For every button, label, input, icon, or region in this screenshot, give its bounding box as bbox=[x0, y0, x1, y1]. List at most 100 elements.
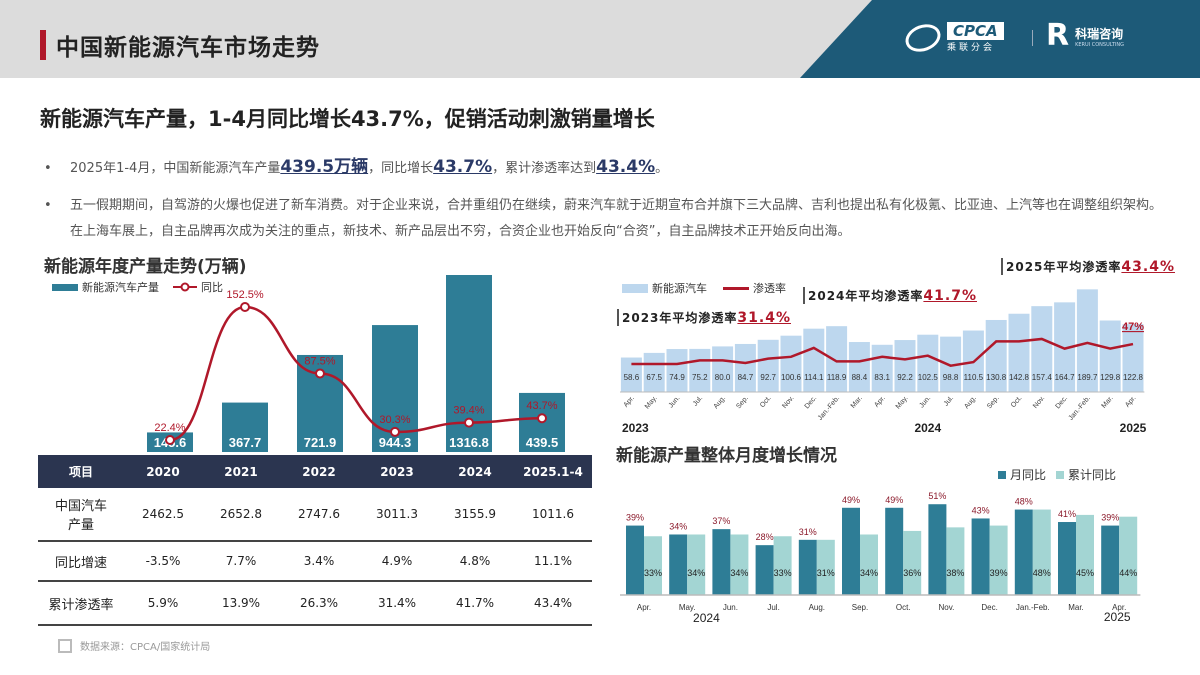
title-accent-bar bbox=[40, 30, 46, 60]
penetration-last-label: 47% bbox=[1122, 321, 1144, 333]
column-header: 2025.1-4 bbox=[514, 455, 592, 488]
column-header: 2024 bbox=[436, 455, 514, 488]
x-tick-label: Aug. bbox=[809, 603, 825, 612]
cpca-wordmark: CPCA bbox=[947, 22, 1004, 40]
table-row: 累计渗透率 5.9% 13.9% 26.3% 31.4% 41.7% 43.4% bbox=[38, 581, 592, 626]
annotation-text: 2024年平均渗透率 bbox=[808, 289, 924, 303]
monthly-yoy-label: 39% bbox=[1101, 513, 1119, 523]
table-cell: 31.4% bbox=[358, 581, 436, 626]
bar-value-label: 130.8 bbox=[986, 373, 1007, 382]
growth-chart-legend: 月同比 累计同比 bbox=[998, 466, 1116, 483]
cumulative-yoy-label: 34% bbox=[687, 568, 705, 578]
bar-22 bbox=[1122, 324, 1144, 392]
monthly-yoy-bar bbox=[885, 507, 904, 595]
highlight-growth: 43.7% bbox=[433, 157, 493, 177]
row-label: 中国汽车 产量 bbox=[38, 488, 124, 542]
bar-20 bbox=[1076, 289, 1098, 392]
monthly-yoy-label: 49% bbox=[885, 495, 903, 505]
x-tick-label: Apr. bbox=[637, 603, 651, 612]
x-tick-label: Jun. bbox=[723, 603, 738, 612]
bullet-2: • 五一假期期间，自驾游的火爆也促进了新车消费。对于企业来说，合并重组仍在继续，蔚… bbox=[44, 193, 1174, 245]
bullet-text: ，累计渗透率达到 bbox=[492, 161, 597, 176]
year-label: 2023 bbox=[622, 421, 649, 435]
kerui-name: 科瑞咨询 bbox=[1075, 26, 1124, 41]
annotation-2024: 2024年平均渗透率41.7% bbox=[803, 287, 977, 304]
bullet-text: 2025年1-4月，中国新能源汽车产量 bbox=[70, 161, 281, 176]
monthly-yoy-label: 31% bbox=[799, 527, 817, 537]
table-cell: 3155.9 bbox=[436, 488, 514, 542]
cumulative-yoy-label: 34% bbox=[730, 568, 748, 578]
monthly-yoy-bar bbox=[928, 504, 947, 595]
bullet-1: • 2025年1-4月，中国新能源汽车产量439.5万辆，同比增长43.7%，累计… bbox=[44, 157, 669, 177]
legend-swatch bbox=[52, 283, 78, 291]
source-text: 数据来源：CPCA/国家统计局 bbox=[80, 642, 211, 653]
bar-value-label: 944.3 bbox=[379, 435, 412, 450]
legend-label: 新能源汽车产量 bbox=[82, 281, 159, 294]
legend-label: 累计同比 bbox=[1068, 468, 1117, 482]
cumulative-yoy-bar bbox=[1119, 516, 1138, 595]
legend-cumulative-yoy: 累计同比 bbox=[1056, 466, 1116, 483]
yoy-label: 22.4% bbox=[154, 422, 185, 434]
bar-18 bbox=[1031, 306, 1053, 392]
monthly-yoy-bar bbox=[1014, 509, 1033, 595]
bar-value-label: 98.8 bbox=[943, 373, 959, 382]
column-header: 2022 bbox=[280, 455, 358, 488]
year-label: 2025 bbox=[1104, 610, 1131, 624]
monthly-yoy-label: 51% bbox=[928, 491, 946, 501]
table-cell: 1011.6 bbox=[514, 488, 592, 542]
bar-21 bbox=[1099, 320, 1121, 392]
cumulative-yoy-bar bbox=[816, 539, 835, 595]
monthly-yoy-label: 41% bbox=[1058, 509, 1076, 519]
legend-label: 渗透率 bbox=[753, 282, 786, 295]
page-title: 中国新能源汽车市场走势 bbox=[56, 35, 320, 61]
annotation-2025: 2025年平均渗透率43.4% bbox=[1001, 258, 1175, 275]
legend-nev: 新能源汽车 bbox=[622, 280, 707, 296]
legend-monthly-yoy: 月同比 bbox=[998, 466, 1046, 483]
year-label: 2025 bbox=[1120, 421, 1147, 435]
monthly-yoy-bar bbox=[971, 518, 990, 595]
bar-7 bbox=[780, 335, 802, 392]
table-cell: 2747.6 bbox=[280, 488, 358, 542]
bar-value-label: 88.4 bbox=[852, 373, 868, 382]
annotation-2023: 2023年平均渗透率31.4% bbox=[617, 309, 791, 326]
cumulative-yoy-bar bbox=[687, 534, 706, 595]
table-cell: 11.1% bbox=[514, 541, 592, 582]
table-row: 同比增速 -3.5% 7.7% 3.4% 4.9% 4.8% 11.1% bbox=[38, 541, 592, 582]
cumulative-yoy-bar bbox=[1076, 514, 1094, 595]
bullet-text: 。 bbox=[655, 161, 669, 176]
legend-line-marker-icon bbox=[173, 282, 197, 292]
bar-value-label: 100.6 bbox=[781, 373, 802, 382]
bar-value-label: 84.7 bbox=[738, 373, 754, 382]
bar-2 bbox=[666, 349, 688, 392]
cumulative-yoy-bar bbox=[989, 525, 1008, 595]
monthly-production-chart: 58.6 67.5 74.9 75.2 80.0 84.7 92.7 100.6 114.1 11… bbox=[620, 289, 1147, 435]
bar-value-label: 1316.8 bbox=[449, 435, 489, 450]
cumulative-yoy-label: 36% bbox=[903, 568, 921, 578]
legend-label: 同比 bbox=[201, 281, 223, 294]
bullet-text: 五一假期期间，自驾游的火爆也促进了新车消费。对于企业来说，合并重组仍在继续，蔚来… bbox=[70, 198, 1163, 239]
kerui-subtitle: KERUI CONSULTING bbox=[1075, 41, 1124, 48]
table-cell: 26.3% bbox=[280, 581, 358, 626]
annual-table: 项目 2020 2021 2022 2023 2024 2025.1-4 中国汽车 产量 2462… bbox=[38, 455, 592, 626]
annual-chart-title: 新能源年度产量走势(万辆) bbox=[44, 257, 247, 277]
x-tick-label: May. bbox=[679, 603, 696, 612]
cumulative-yoy-label: 48% bbox=[1033, 568, 1051, 578]
cumulative-yoy-label: 39% bbox=[990, 568, 1008, 578]
bar-9 bbox=[826, 326, 848, 392]
table-cell: 43.4% bbox=[514, 581, 592, 626]
bar-value-label: 75.2 bbox=[692, 373, 708, 382]
highlight-volume: 439.5万辆 bbox=[280, 157, 369, 177]
table-cell: 2652.8 bbox=[202, 488, 280, 542]
yoy-point bbox=[390, 426, 400, 437]
cumulative-yoy-bar bbox=[1032, 509, 1051, 595]
yoy-point bbox=[240, 302, 250, 312]
monthly-yoy-bar bbox=[1058, 522, 1076, 595]
yoy-label: 43.7% bbox=[526, 400, 557, 412]
yoy-point bbox=[165, 435, 175, 445]
x-tick-label: Sep. bbox=[852, 603, 868, 612]
bar-value-label: 102.5 bbox=[918, 373, 939, 382]
annual-chart-legend: 新能源汽车产量 同比 bbox=[52, 279, 223, 295]
legend-swatch bbox=[1056, 470, 1065, 479]
bar-5 bbox=[734, 343, 756, 392]
